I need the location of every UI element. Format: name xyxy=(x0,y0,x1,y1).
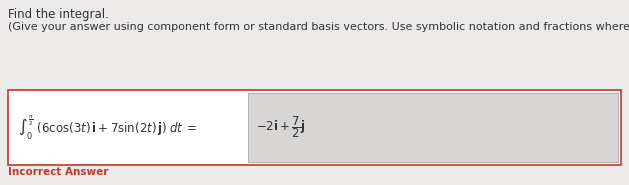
FancyBboxPatch shape xyxy=(8,90,621,165)
FancyBboxPatch shape xyxy=(248,93,618,162)
Text: $\int_0^{\frac{\pi}{2}}$ $(6\cos(3t)\,\mathbf{i} + 7\sin(2t)\,\mathbf{j})\; dt\;: $\int_0^{\frac{\pi}{2}}$ $(6\cos(3t)\,\m… xyxy=(18,113,198,142)
Text: (Give your answer using component form or standard basis vectors. Use symbolic n: (Give your answer using component form o… xyxy=(8,22,629,32)
Text: Incorrect Answer: Incorrect Answer xyxy=(8,167,108,177)
Text: Find the integral.: Find the integral. xyxy=(8,8,109,21)
Text: $-2\mathbf{i} + \dfrac{7}{2}\mathbf{j}$: $-2\mathbf{i} + \dfrac{7}{2}\mathbf{j}$ xyxy=(256,115,306,140)
